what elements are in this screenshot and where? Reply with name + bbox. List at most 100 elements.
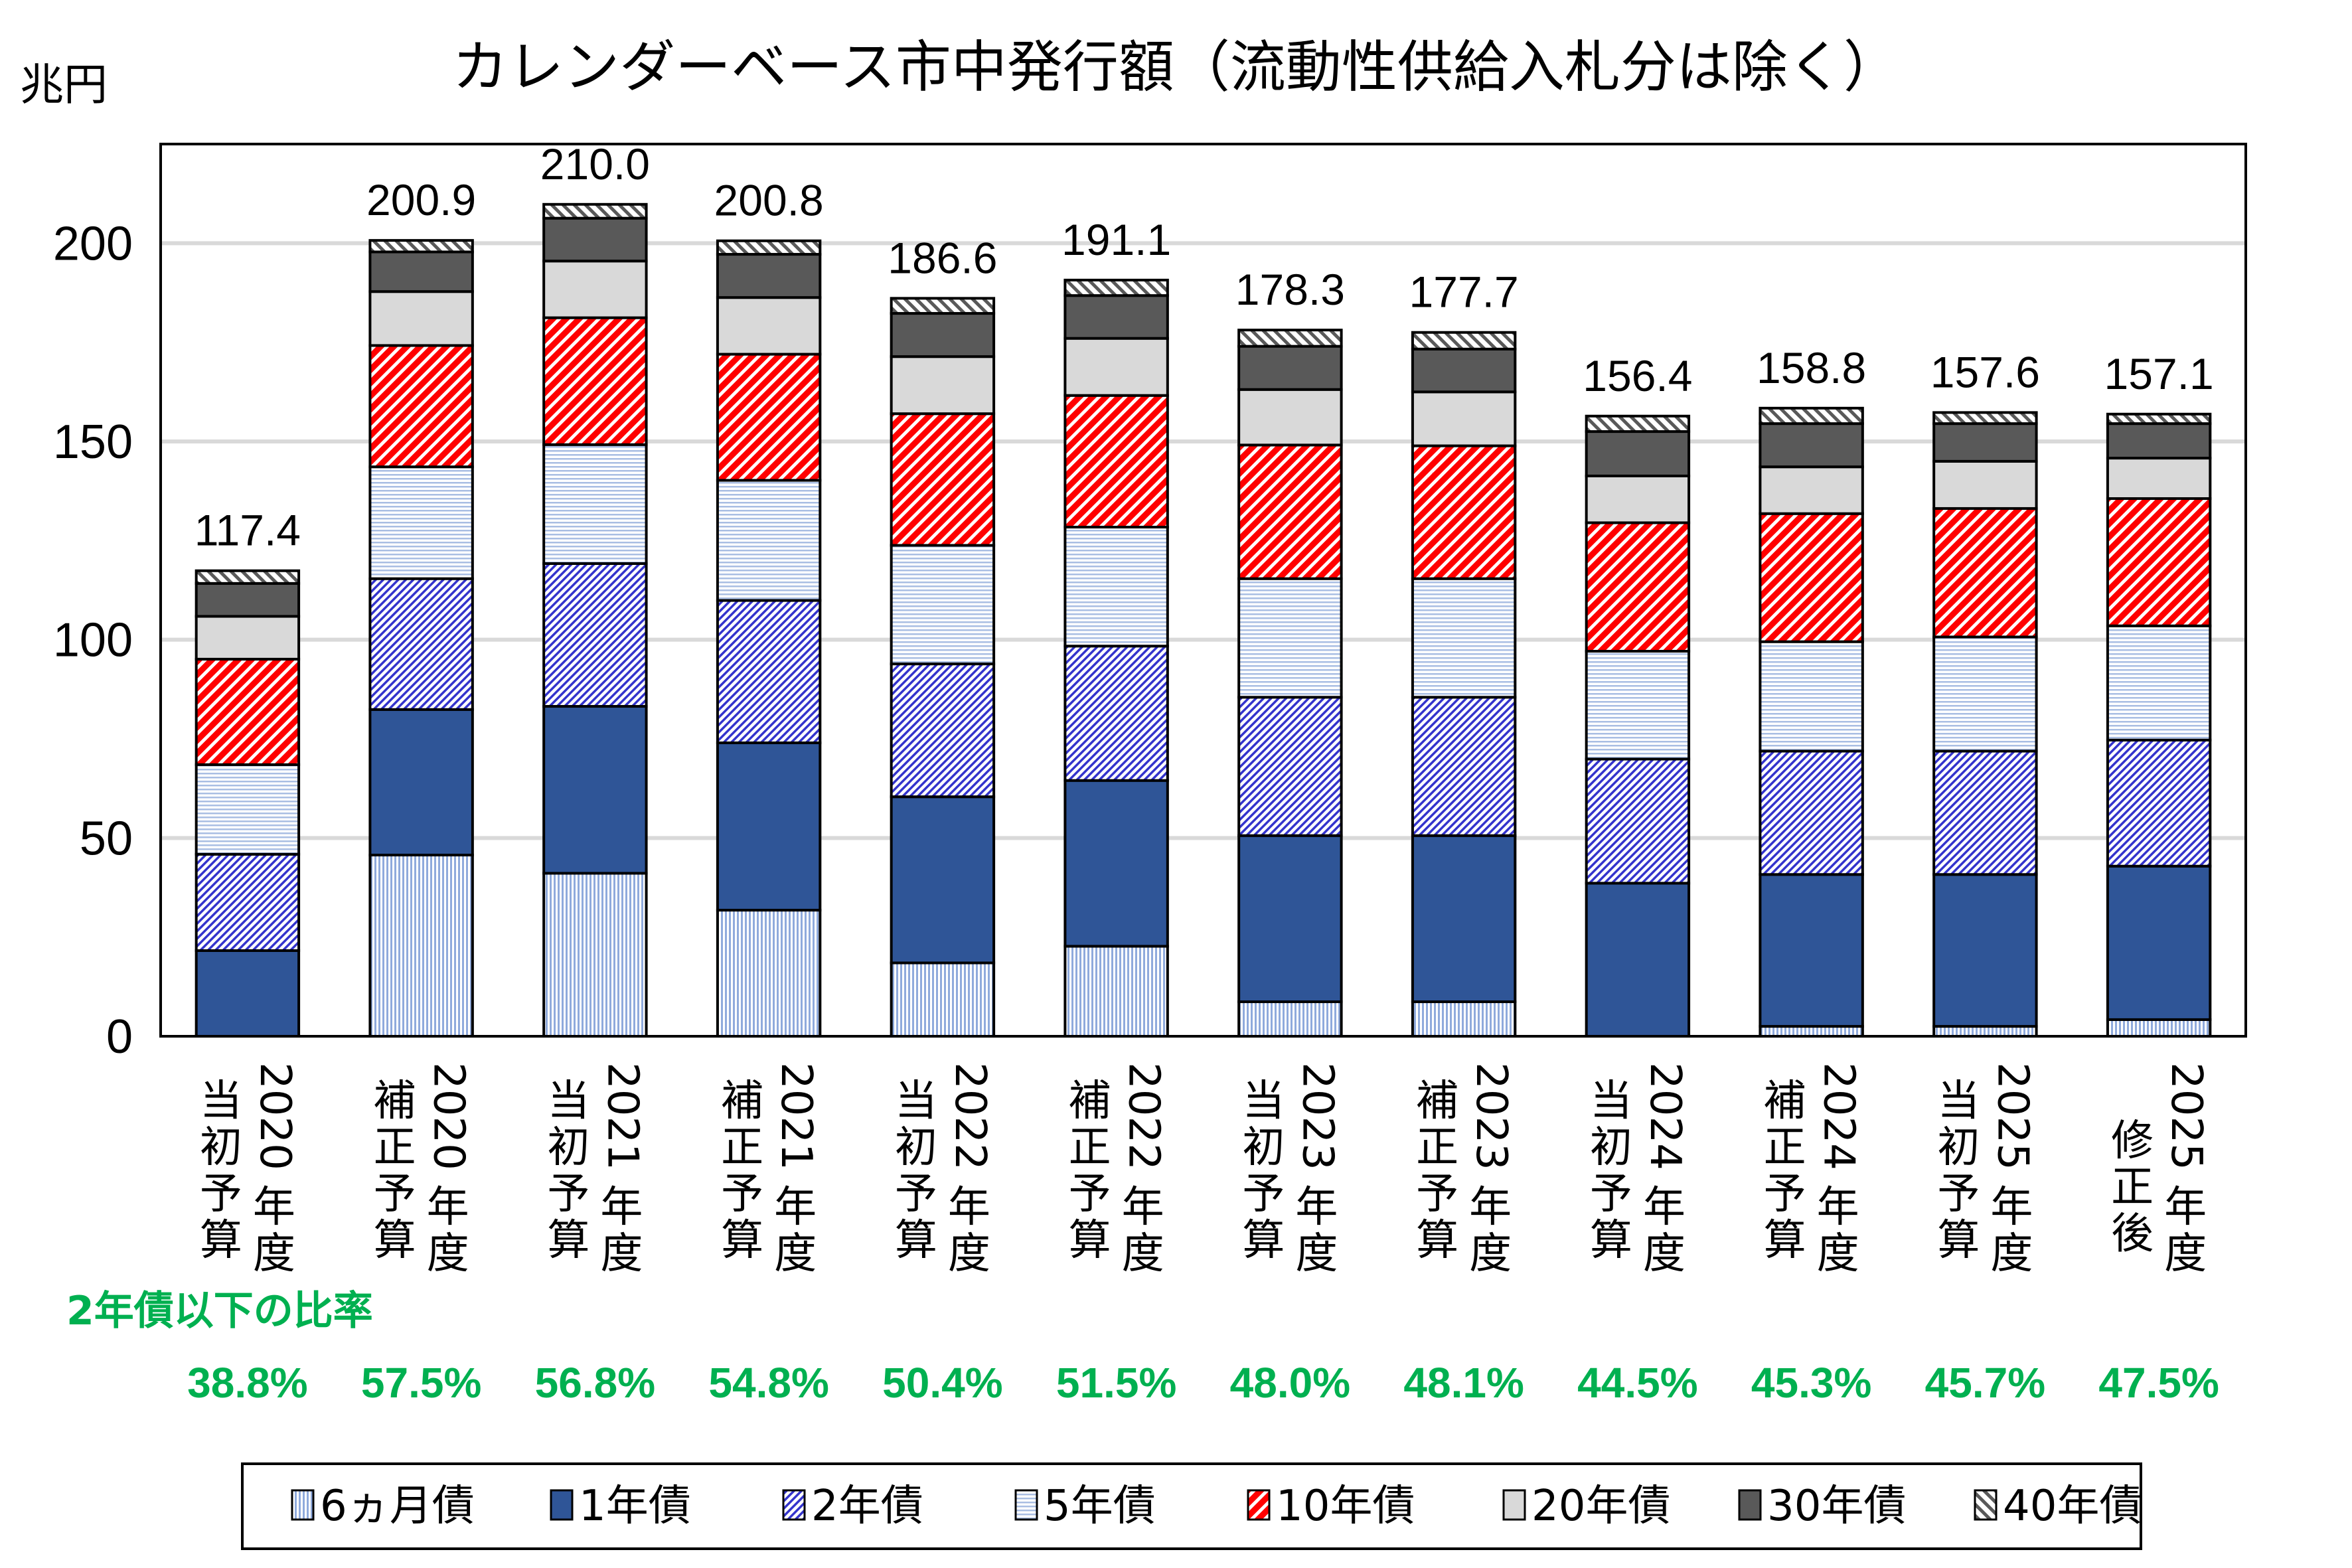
bar-segment-1年債: [1759, 873, 1864, 1028]
legend-label: 40年債: [2003, 1482, 2142, 1531]
bar-total-label: 186.6: [888, 233, 997, 282]
bar-total-label: 191.1: [1061, 215, 1171, 264]
ratio-value: 51.5%: [1056, 1359, 1176, 1407]
bar-segment-1年債: [368, 708, 474, 857]
x-label-budget-char: 算: [721, 1216, 763, 1265]
x-label-year: 2021: [771, 1062, 821, 1170]
legend-label: 5年債: [1044, 1482, 1156, 1531]
x-label-budget-char: 予: [200, 1170, 242, 1219]
x-label-budget-char: 予: [1416, 1170, 1458, 1219]
x-label-budget-char: 算: [1069, 1216, 1111, 1265]
bar-segment-10年債: [1932, 507, 2038, 639]
legend-swatch: [1014, 1489, 1038, 1521]
x-label-year-char: 年: [948, 1183, 990, 1232]
x-label-budget-char: 算: [1937, 1216, 1980, 1265]
x-label-budget-char: 算: [1764, 1216, 1806, 1265]
legend-item: 20年債: [1502, 1482, 1670, 1531]
bar-segment-6ヵ月債: [1759, 1025, 1864, 1038]
bar-segment-20年債: [2106, 457, 2212, 501]
x-label-budget-char: 当: [1937, 1077, 1980, 1126]
x-label-budget-char: 正: [1764, 1123, 1806, 1172]
bar-segment-2年債: [542, 562, 648, 708]
bar-segment-10年債: [542, 316, 648, 446]
bar-segment-2年債: [1063, 645, 1169, 782]
x-label-budget-char: 予: [374, 1170, 416, 1219]
bar-segment-30年債: [2106, 422, 2212, 460]
bar-segment-40年債: [2106, 412, 2212, 426]
bar-segment-6ヵ月債: [368, 854, 474, 1038]
bar-stack: [716, 239, 822, 1038]
bar-stack: [368, 239, 474, 1038]
bar-segment-20年債: [1237, 388, 1343, 447]
x-label-year: 2025: [1988, 1062, 2037, 1170]
x-label-year-char: 度: [1817, 1229, 1859, 1279]
bar-segment-30年債: [1411, 347, 1517, 394]
bar-total-label: 200.9: [366, 175, 476, 224]
bar-segment-5年債: [195, 763, 301, 856]
bar-segment-20年債: [1063, 337, 1169, 397]
x-label-budget-char: 当: [1590, 1077, 1632, 1126]
x-label-year-char: 度: [253, 1229, 295, 1279]
bar-segment-30年債: [368, 250, 474, 293]
x-axis-labels: 2020年度当初予算2020年度補正予算2021年度当初予算2021年度補正予算…: [200, 1062, 2211, 1279]
bar-stack: [195, 569, 301, 1038]
bar-segment-1年債: [1063, 779, 1169, 948]
bar-segment-2年債: [716, 599, 822, 744]
bars: [195, 202, 2212, 1038]
ratio-value: 56.8%: [535, 1359, 655, 1407]
ratio-value: 38.8%: [187, 1359, 307, 1407]
y-tick-label: 100: [53, 614, 133, 667]
chart-title: カレンダーベース市中発行額（流動性供給入札分は除く）: [452, 35, 1899, 100]
bar-total-label: 156.4: [1583, 351, 1692, 400]
plot-area-frame: [159, 143, 2247, 1038]
legend-item: 10年債: [1247, 1482, 1415, 1531]
bar-segment-5年債: [1759, 640, 1864, 753]
bar-segment-6ヵ月債: [1932, 1025, 2038, 1038]
x-tick-label: 2025 年度 修正後: [2111, 1062, 2211, 1279]
x-label-budget-char: 算: [200, 1216, 242, 1265]
bar-segment-40年債: [1411, 331, 1517, 351]
x-label-budget-char: 正: [1069, 1123, 1111, 1172]
bar-stack: [2106, 412, 2212, 1038]
legend-swatch: [1738, 1489, 1762, 1521]
bar-segment-6ヵ月債: [1237, 1000, 1343, 1038]
bar-segment-6ヵ月債: [716, 909, 822, 1038]
bar-total-label: 178.3: [1235, 265, 1345, 314]
x-label-budget-char: 正: [721, 1123, 763, 1172]
x-label-budget-char: 当: [547, 1077, 589, 1126]
x-label-year-char: 度: [1643, 1229, 1686, 1279]
bar-segment-10年債: [1759, 512, 1864, 643]
x-label-year-char: 年: [1817, 1183, 1859, 1232]
bar-total-label: 200.8: [714, 176, 824, 225]
bar-total-label: 157.6: [1930, 347, 2040, 396]
bar-segment-40年債: [1932, 411, 2038, 426]
ratio-value: 50.4%: [882, 1359, 1002, 1407]
bar-segment-40年債: [1759, 406, 1864, 426]
bar-stack: [1237, 329, 1343, 1038]
bar-stack: [1063, 278, 1169, 1038]
x-label-budget-char: 補: [1416, 1077, 1458, 1126]
x-label-year-char: 年: [427, 1183, 469, 1232]
bar-segment-40年債: [1063, 278, 1169, 297]
x-label-budget-char: 正: [1416, 1123, 1458, 1172]
legend-item: 6ヵ月債: [291, 1482, 475, 1531]
bar-segment-40年債: [542, 202, 648, 220]
x-label-budget-char: 予: [1242, 1170, 1285, 1219]
x-label-year-char: 度: [427, 1229, 469, 1279]
bar-segment-10年債: [1063, 394, 1169, 529]
legend-swatch: [1247, 1489, 1271, 1521]
bar-segment-2年債: [2106, 738, 2212, 868]
legend: 6ヵ月債 1年債 2年債 5年債 10年債 20年債 30年債 40年債: [241, 1462, 2142, 1550]
x-label-budget-char: 算: [1416, 1216, 1458, 1265]
x-label-year: 2021: [597, 1062, 647, 1170]
bar-segment-40年債: [716, 239, 822, 256]
bar-segment-1年債: [716, 741, 822, 912]
legend-item: 40年債: [1974, 1482, 2142, 1531]
ratio-value: 45.7%: [1925, 1359, 2045, 1407]
x-label-year-char: 度: [1295, 1229, 1338, 1279]
bar-segment-5年債: [368, 465, 474, 580]
